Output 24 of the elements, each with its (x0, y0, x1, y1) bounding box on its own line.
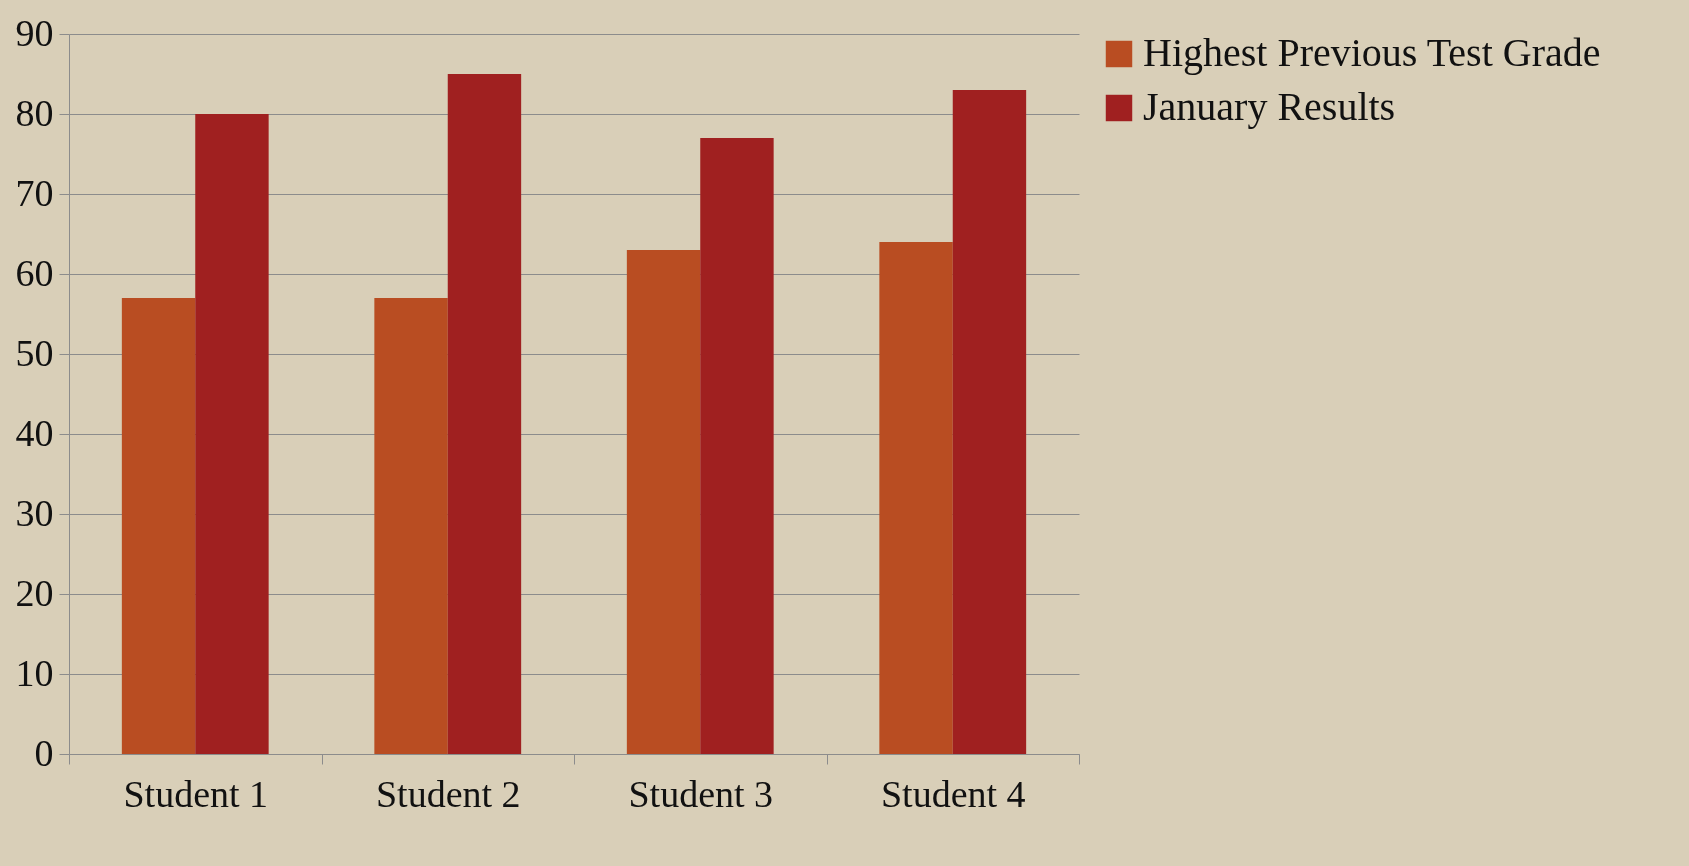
y-tick-label: 70 (15, 171, 54, 214)
x-tick-label: Student 1 (123, 772, 269, 815)
legend-label: Highest Previous Test Grade (1143, 30, 1601, 75)
bar (879, 242, 953, 754)
y-tick-label: 80 (15, 91, 54, 134)
y-tick-label: 30 (15, 491, 54, 534)
x-tick-label: Student 2 (375, 772, 521, 815)
y-tick-label: 90 (15, 11, 54, 54)
y-tick-label: 40 (15, 411, 54, 454)
bar (700, 138, 774, 754)
bar (626, 250, 701, 754)
bar (195, 114, 269, 754)
y-tick-label: 50 (15, 331, 54, 374)
bar (121, 298, 196, 754)
y-tick-label: 20 (15, 571, 54, 614)
legend-label: January Results (1143, 84, 1396, 129)
bar (952, 90, 1027, 754)
y-tick-label: 60 (15, 251, 54, 294)
bar (374, 298, 448, 754)
y-tick-label: 0 (34, 731, 54, 774)
bar (447, 74, 522, 754)
y-tick-label: 10 (15, 651, 54, 694)
x-tick-label: Student 4 (880, 772, 1026, 815)
x-tick-label: Student 3 (628, 772, 774, 815)
